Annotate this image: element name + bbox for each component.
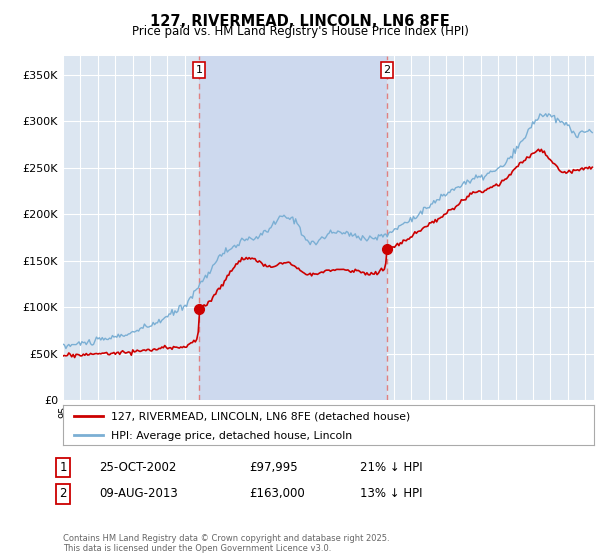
Text: 2: 2 — [383, 65, 391, 75]
Text: 21% ↓ HPI: 21% ↓ HPI — [360, 461, 422, 474]
Bar — [199, 56, 387, 400]
Text: 127, RIVERMEAD, LINCOLN, LN6 8FE (detached house): 127, RIVERMEAD, LINCOLN, LN6 8FE (detach… — [111, 412, 410, 422]
Text: £163,000: £163,000 — [249, 487, 305, 501]
Text: 1: 1 — [59, 461, 67, 474]
Text: 09-AUG-2013: 09-AUG-2013 — [99, 487, 178, 501]
Text: Contains HM Land Registry data © Crown copyright and database right 2025.
This d: Contains HM Land Registry data © Crown c… — [63, 534, 389, 553]
Text: Price paid vs. HM Land Registry's House Price Index (HPI): Price paid vs. HM Land Registry's House … — [131, 25, 469, 38]
Text: £97,995: £97,995 — [249, 461, 298, 474]
Text: 25-OCT-2002: 25-OCT-2002 — [99, 461, 176, 474]
Text: 1: 1 — [196, 65, 202, 75]
Text: HPI: Average price, detached house, Lincoln: HPI: Average price, detached house, Linc… — [111, 431, 352, 441]
Text: 127, RIVERMEAD, LINCOLN, LN6 8FE: 127, RIVERMEAD, LINCOLN, LN6 8FE — [150, 14, 450, 29]
Text: 2: 2 — [59, 487, 67, 501]
Text: 13% ↓ HPI: 13% ↓ HPI — [360, 487, 422, 501]
